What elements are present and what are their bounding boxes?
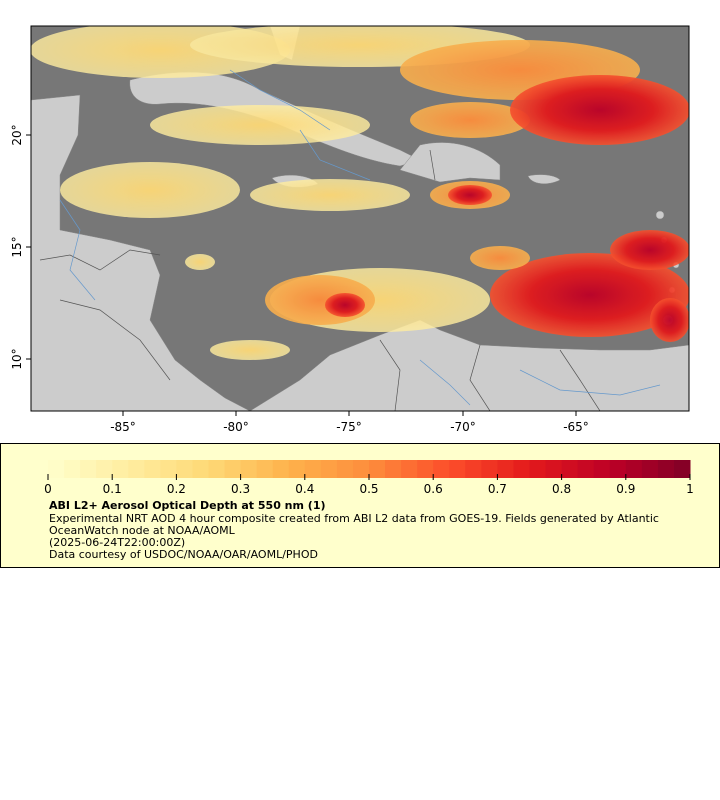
colorbar-cell [385,460,402,478]
colorbar-cell [497,460,514,478]
colorbar-cell [256,460,274,478]
colorbar-cell [80,460,97,478]
colorbar-tick-label: 0.8 [552,482,571,496]
legend-title: ABI L2+ Aerosol Optical Depth at 550 nm … [49,499,326,512]
colorbar-cell [609,460,627,478]
colorbar-cell [513,460,530,478]
colorbar-cell [352,460,370,478]
colorbar: 0 0.1 0.2 0.3 0.4 0.5 0.6 0.7 0.8 0.9 1 [44,460,694,496]
map-frame-border [30,25,690,412]
lon-tick-label: -70° [450,420,476,434]
lat-tick-label: 20° [10,124,24,145]
colorbar-cell [433,460,450,478]
lon-tick-label: -80° [223,420,249,434]
colorbar-cell [160,460,177,478]
colorbar-cell [48,460,65,478]
lon-tick-label: -75° [336,420,362,434]
colorbar-cell [336,460,354,478]
colorbar-cell [641,460,659,478]
colorbar-cell [272,460,290,478]
colorbar-cell [176,460,193,478]
legend-credit: Data courtesy of USDOC/NOAA/OAR/AOML/PHO… [49,548,318,561]
colorbar-cell [561,460,579,478]
colorbar-cell [96,460,113,478]
legend-description: Experimental NRT AOD 4 hour composite cr… [49,512,659,537]
legend-timestamp: (2025-06-24T22:00:00Z) [49,536,186,549]
colorbar-tick-label: 0.5 [359,482,378,496]
colorbar-cell [192,460,209,478]
lon-tick-label: -65° [563,420,589,434]
colorbar-cell [545,460,563,478]
colorbar-tick-label: 0.6 [424,482,443,496]
colorbar-cell [64,460,81,478]
colorbar-cell [401,460,418,478]
colorbar-tick-label: 0.4 [295,482,314,496]
colorbar-tick-label: 0.2 [167,482,186,496]
colorbar-tick-label: 0 [44,482,52,496]
lon-axis: -85° -80° -75° -70° -65° [110,411,589,434]
colorbar-cell [240,460,258,478]
colorbar-tick-label: 1 [686,482,694,496]
aod-map: 20° 15° 10° -85° -80° -75° -70° -65° [10,25,690,434]
lon-tick-label: -85° [110,420,136,434]
rivers [59,69,661,406]
colorbar-cell [449,460,466,478]
colorbar-cell [208,460,226,478]
borders [39,149,601,411]
colorbar-cell [481,460,498,478]
colorbar-cell [625,460,643,478]
colorbar-tick-label: 0.1 [103,482,122,496]
colorbar-tick-label: 0.7 [488,482,507,496]
colorbar-cell [529,460,547,478]
colorbar-tick-label: 0.9 [616,482,635,496]
colorbar-cell [288,460,306,478]
colorbar-cell [417,460,434,478]
colorbar-cell [144,460,161,478]
colorbar-cell [304,460,322,478]
colorbar-tick-label: 0.3 [231,482,250,496]
lat-tick-label: 10° [10,348,24,369]
map-panel: 20° 15° 10° -85° -80° -75° -70° -65° [10,25,690,434]
colorbar-cell [657,460,675,478]
colorbar-cell [128,460,145,478]
colorbar-cell [465,460,482,478]
lat-axis: 20° 15° 10° [10,124,31,370]
aod-field [31,26,689,360]
colorbar-cell [224,460,242,478]
colorbar-cell [369,460,386,478]
legend-panel: 0 0.1 0.2 0.3 0.4 0.5 0.6 0.7 0.8 0.9 1 ABI L2+ Ae… [0,443,720,568]
lat-tick-label: 15° [10,236,24,257]
colorbar-cell [320,460,338,478]
colorbar-cell [577,460,595,478]
colorbar-cell [112,460,129,478]
colorbar-cell [593,460,611,478]
colorbar-cell [673,460,691,478]
